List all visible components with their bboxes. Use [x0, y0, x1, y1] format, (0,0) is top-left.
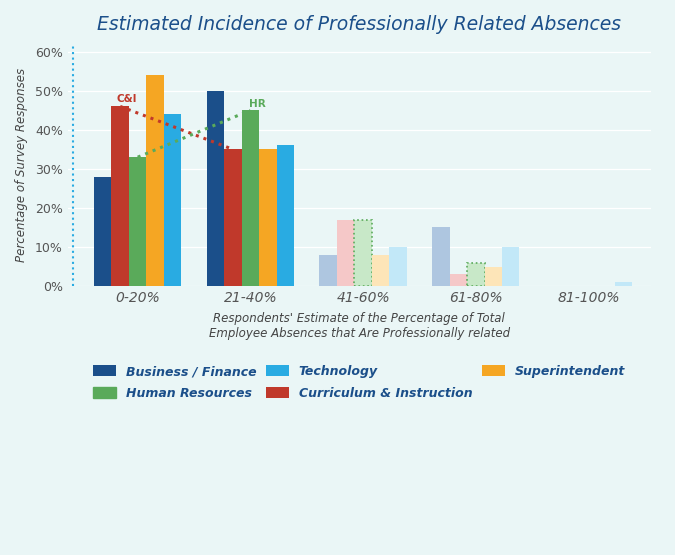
Bar	[319, 255, 337, 286]
Bar	[467, 263, 485, 286]
Y-axis label: Percentage of Survey Responses: Percentage of Survey Responses	[15, 68, 28, 262]
Text: HR: HR	[249, 99, 266, 109]
Bar	[354, 220, 372, 286]
X-axis label: Respondents' Estimate of the Percentage of Total
Employee Absences that Are Prof: Respondents' Estimate of the Percentage …	[209, 312, 510, 340]
Bar	[485, 266, 502, 286]
Bar	[432, 228, 450, 286]
Bar	[372, 255, 389, 286]
Bar	[94, 176, 111, 286]
Bar	[615, 282, 632, 286]
Bar	[207, 91, 224, 286]
Bar	[164, 114, 182, 286]
Bar	[129, 157, 146, 286]
Bar	[450, 274, 467, 286]
Legend: Business / Finance, Human Resources, Technology, Curriculum & Instruction, Super: Business / Finance, Human Resources, Tec…	[88, 360, 630, 405]
Bar	[224, 149, 242, 286]
Bar	[146, 75, 164, 286]
Text: C&I: C&I	[117, 94, 137, 104]
Bar	[389, 247, 407, 286]
Bar	[502, 247, 520, 286]
Bar	[259, 149, 277, 286]
Bar	[337, 220, 354, 286]
Bar	[111, 107, 129, 286]
Bar	[277, 145, 294, 286]
Title: Estimated Incidence of Professionally Related Absences: Estimated Incidence of Professionally Re…	[97, 15, 621, 34]
Bar	[242, 110, 259, 286]
